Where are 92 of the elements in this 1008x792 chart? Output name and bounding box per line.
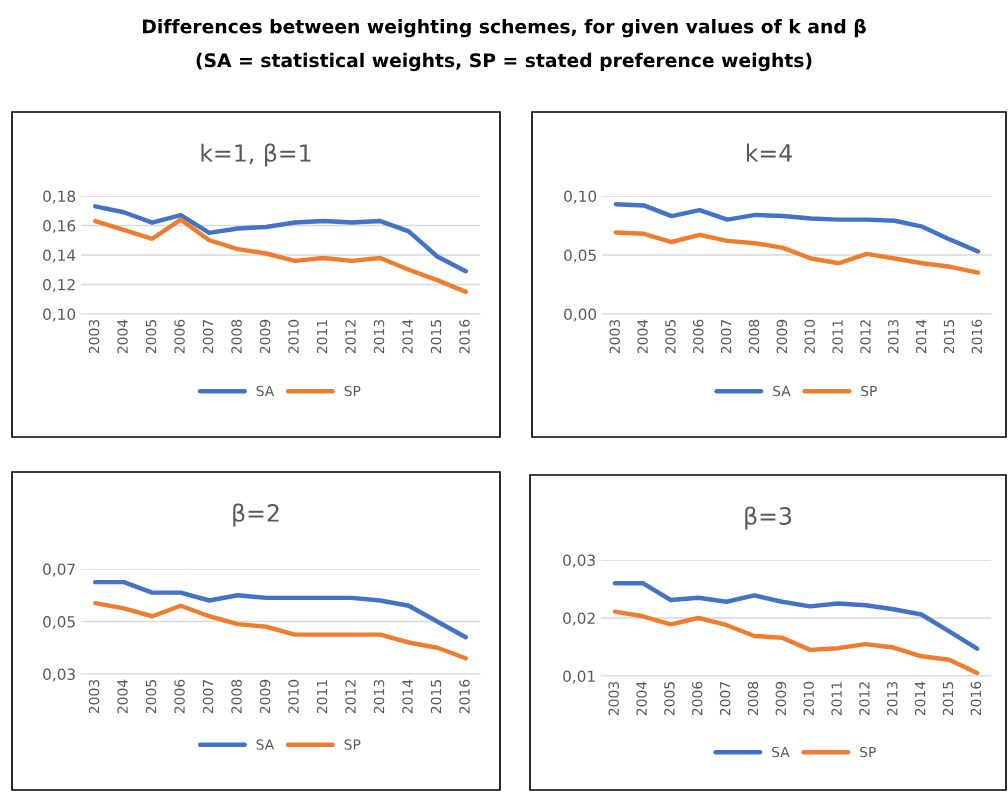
legend-label: SP	[344, 385, 361, 397]
y-tick-label: 0,12	[43, 278, 75, 293]
x-tick-label: 2012	[860, 320, 871, 354]
x-tick-label: 2009	[259, 679, 271, 714]
x-tick-label: 2011	[832, 320, 843, 354]
x-tick-label: 2008	[748, 319, 760, 354]
x-tick-label: 2008	[231, 679, 242, 714]
legend-label: SP	[860, 746, 876, 758]
x-tick-label: 2016	[459, 679, 470, 714]
x-tick-label: 2011	[316, 680, 328, 714]
y-tick-label: 0,02	[563, 612, 595, 626]
line-series	[93, 204, 468, 274]
x-tick-label: 2009	[776, 319, 788, 354]
chart-title: k=4	[746, 143, 792, 162]
x-tick-label: 2012	[345, 680, 356, 714]
x-tick-label: 2007	[202, 680, 214, 714]
x-tick-label: 2016	[459, 319, 470, 354]
legend-label: SP	[861, 385, 877, 397]
x-tick-label: 2004	[117, 319, 128, 354]
x-tick-label: 2004	[117, 679, 128, 714]
x-tick-label: 2010	[803, 681, 814, 716]
text: (SA = statistical weights, SP = stated preference weights)	[196, 52, 812, 72]
y-tick-label: 0,01	[563, 670, 595, 684]
x-tick-label: 2014	[914, 681, 926, 716]
y-tick-label: 0,05	[564, 249, 596, 263]
x-tick-label: 2015	[943, 320, 955, 354]
x-tick-label: 2016	[970, 681, 982, 716]
y-tick-label: 0,03	[43, 668, 75, 682]
x-tick-label: 2004	[637, 319, 648, 354]
x-tick-label: 2013	[888, 319, 899, 354]
x-tick-label: 2014	[402, 319, 413, 354]
legend-label: SA	[256, 739, 275, 750]
x-tick-label: 2006	[692, 681, 703, 716]
line-series	[612, 609, 980, 676]
chart-title: β=3	[745, 506, 792, 530]
x-tick-label: 2006	[174, 679, 185, 714]
y-tick-label: 0,10	[564, 190, 597, 204]
x-tick-label: 2003	[88, 679, 100, 714]
legend-label: SA	[256, 385, 275, 397]
x-tick-label: 2012	[859, 682, 870, 716]
y-tick-label: 0,00	[564, 308, 597, 322]
legend-label: SP	[344, 739, 361, 750]
x-tick-label: 2013	[887, 681, 898, 716]
y-tick-label: 0,07	[43, 563, 75, 577]
x-tick-label: 2012	[345, 320, 356, 354]
x-tick-label: 2006	[693, 319, 704, 354]
chart-title: β=2	[233, 503, 279, 527]
x-tick-label: 2006	[174, 319, 185, 354]
y-tick-label: 0,14	[43, 249, 76, 263]
x-tick-label: 2003	[608, 681, 619, 716]
x-tick-label: 2007	[720, 320, 732, 354]
x-tick-label: 2005	[665, 320, 676, 354]
x-tick-label: 2010	[804, 319, 815, 354]
x-tick-label: 2008	[747, 681, 759, 716]
x-tick-label: 2004	[636, 681, 647, 716]
y-tick-label: 0,16	[43, 219, 76, 234]
x-tick-label: 2015	[430, 320, 442, 354]
line-series	[93, 579, 468, 640]
x-tick-label: 2010	[288, 679, 299, 714]
line-series	[613, 202, 981, 254]
x-tick-label: 2015	[430, 680, 442, 714]
y-tick-label: 0,05	[43, 615, 75, 630]
line-series	[93, 217, 468, 295]
legend-label: SA	[773, 385, 791, 397]
text: Differences between weighting schemes, for given values of k and β	[143, 18, 866, 38]
x-tick-label: 2013	[373, 679, 385, 714]
x-tick-label: 2009	[775, 681, 787, 716]
y-tick-label: 0,03	[563, 554, 595, 568]
x-tick-label: 2008	[231, 319, 242, 354]
line-series	[612, 580, 980, 651]
line-series	[93, 600, 468, 661]
x-tick-label: 2003	[88, 319, 100, 354]
chart-title: k=1, β=1	[201, 143, 311, 167]
y-tick-label: 0,18	[43, 190, 76, 204]
x-tick-label: 2010	[288, 319, 299, 354]
line-series	[613, 230, 981, 275]
x-tick-label: 2007	[202, 320, 214, 354]
y-tick-label: 0,10	[43, 308, 76, 322]
x-tick-label: 2015	[942, 682, 954, 716]
x-tick-label: 2007	[719, 682, 731, 716]
x-tick-label: 2014	[915, 319, 927, 354]
x-tick-label: 2009	[259, 319, 271, 354]
x-tick-label: 2005	[664, 682, 675, 716]
x-tick-label: 2005	[145, 680, 157, 714]
x-tick-label: 2011	[831, 682, 842, 716]
x-tick-label: 2013	[373, 319, 385, 354]
x-tick-label: 2016	[971, 319, 983, 354]
legend-label: SA	[772, 746, 790, 758]
x-tick-label: 2011	[316, 320, 328, 354]
x-tick-label: 2014	[402, 679, 413, 714]
x-tick-label: 2005	[145, 320, 157, 354]
x-tick-label: 2003	[609, 319, 620, 354]
